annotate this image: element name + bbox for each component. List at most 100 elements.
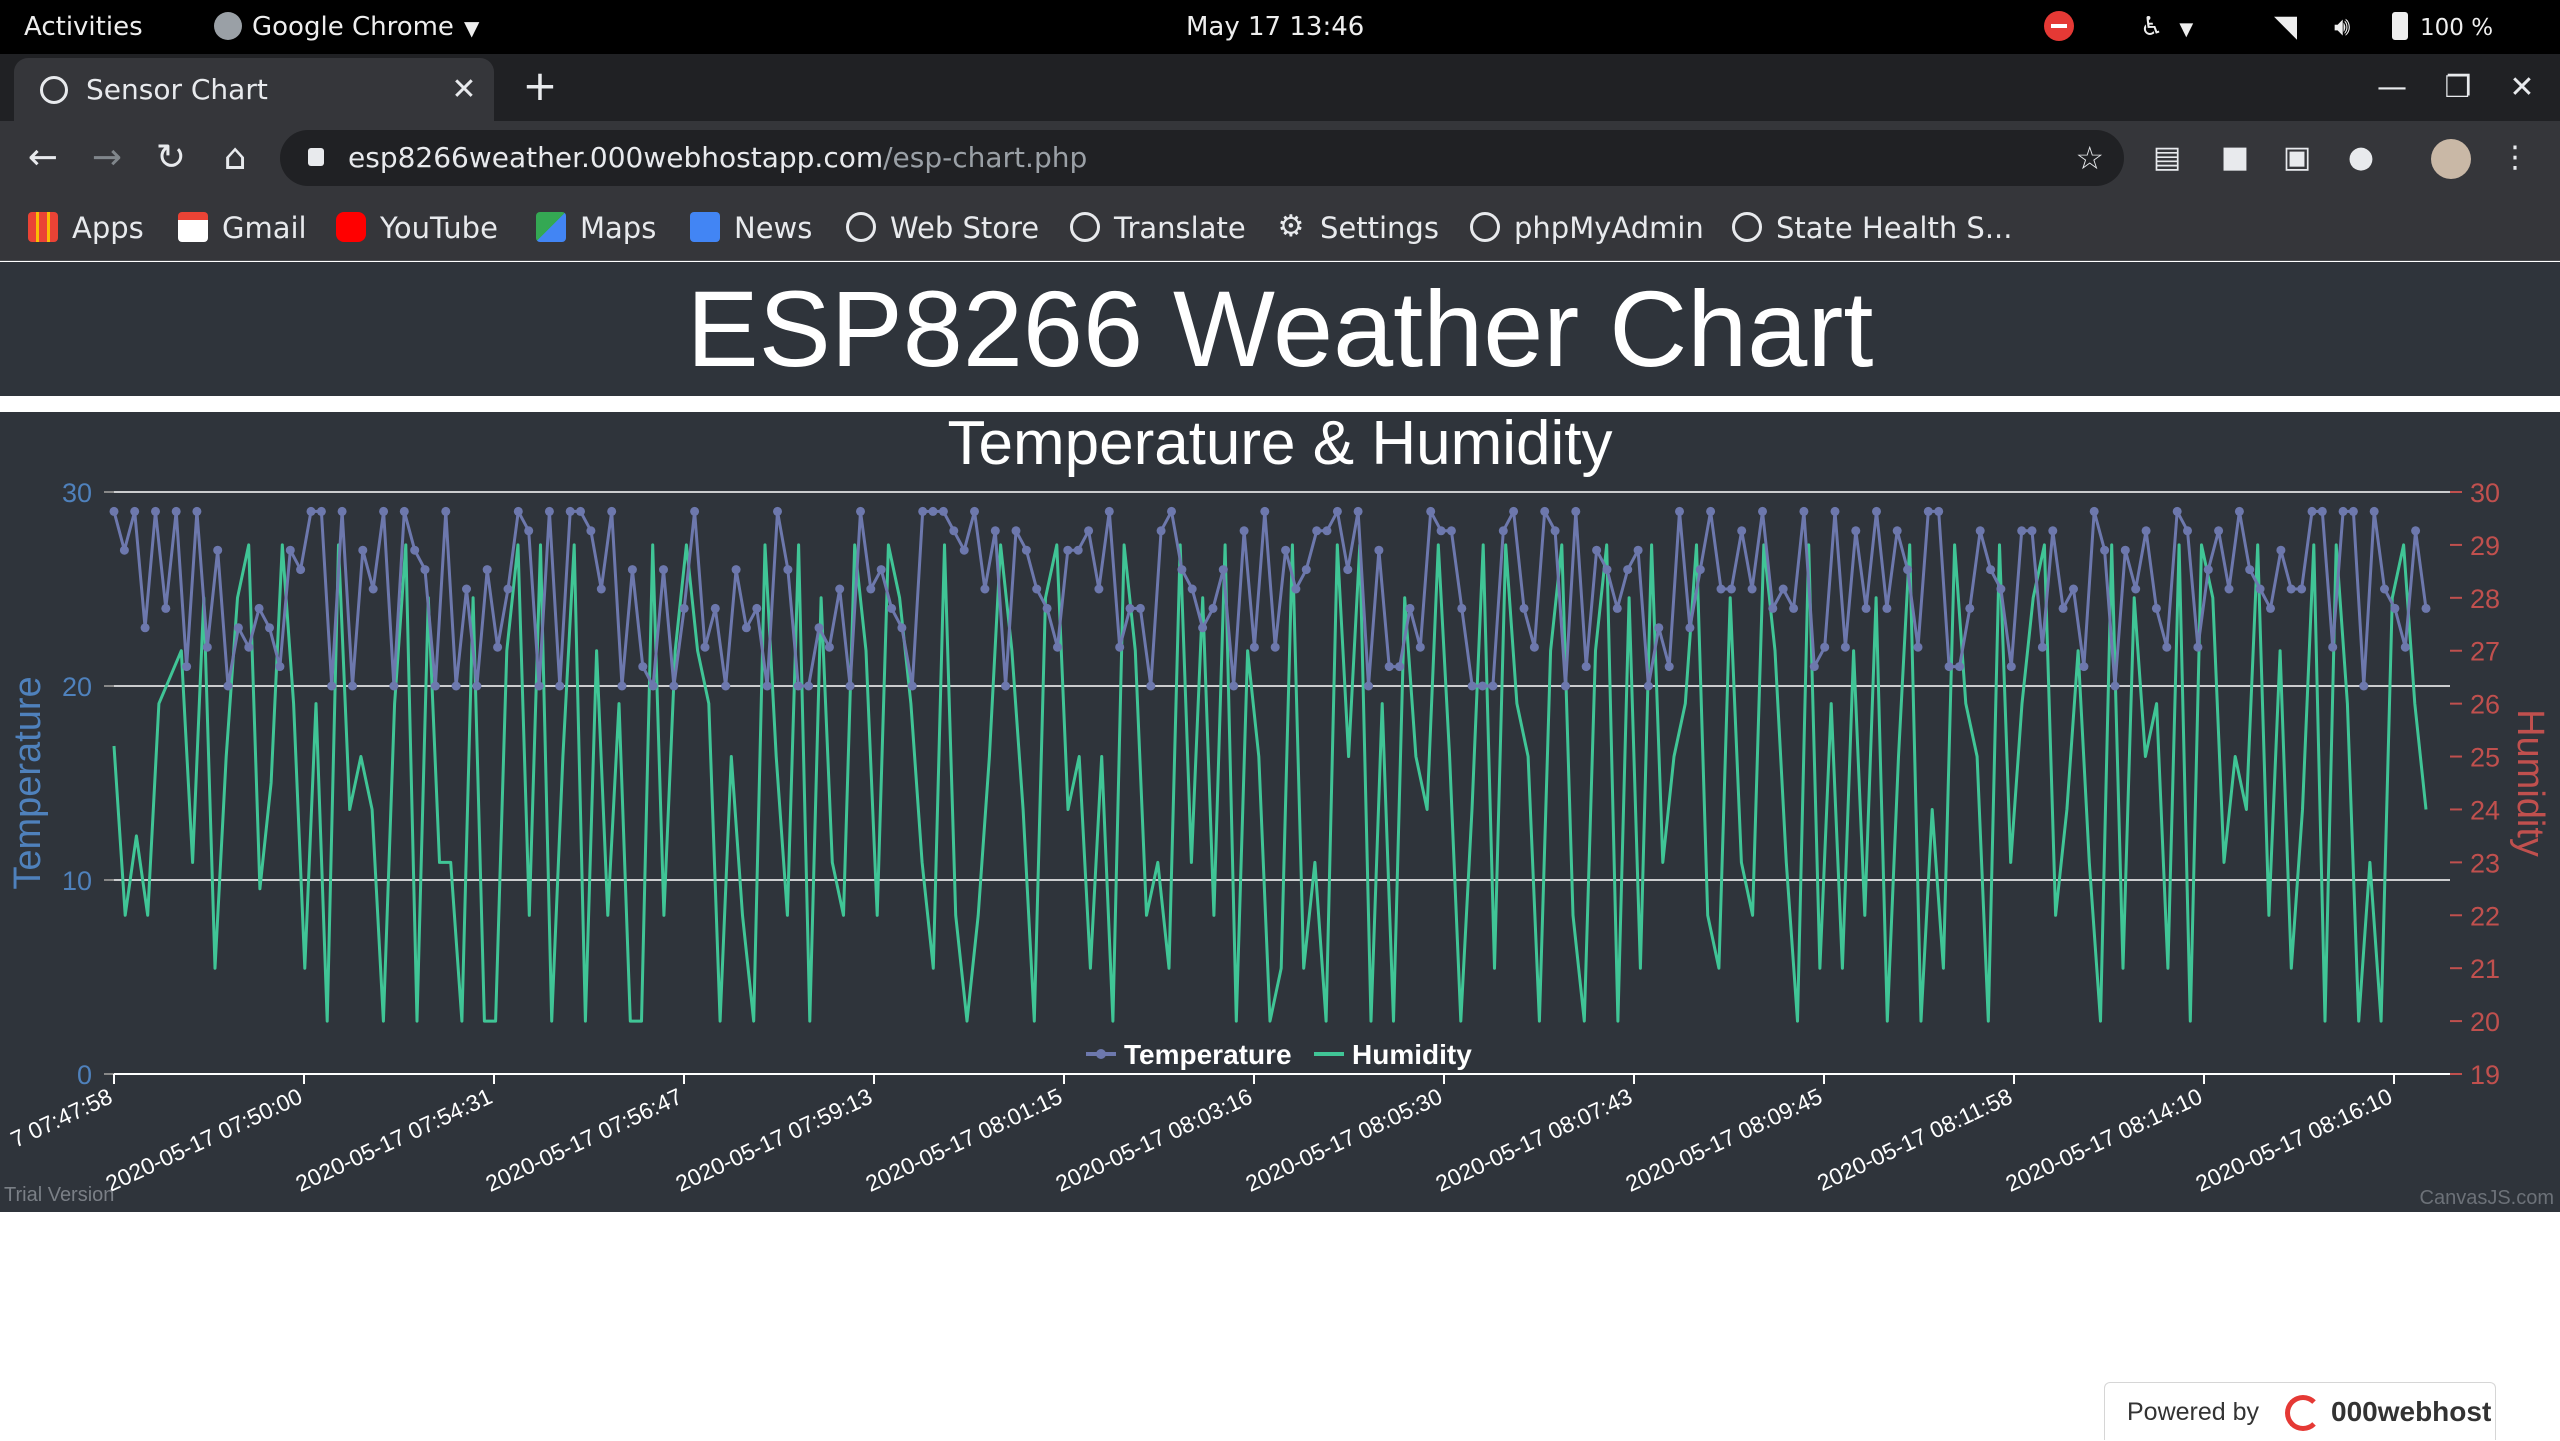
- bookmark-star-icon[interactable]: ☆: [2075, 139, 2104, 177]
- temperature-point[interactable]: [1104, 506, 1114, 516]
- temperature-point[interactable]: [2245, 565, 2255, 575]
- temperature-point[interactable]: [1042, 603, 1052, 613]
- reload-icon[interactable]: ↻: [155, 137, 187, 178]
- temperature-point[interactable]: [576, 506, 585, 516]
- app-menu[interactable]: Google Chrome ▼: [214, 0, 479, 54]
- home-icon[interactable]: ⌂: [223, 137, 247, 178]
- address-bar[interactable]: esp8266weather.000webhostapp.com/esp-cha…: [280, 130, 2124, 186]
- temperature-point[interactable]: [503, 584, 513, 594]
- temperature-point[interactable]: [1913, 642, 1923, 652]
- temperature-point[interactable]: [721, 681, 731, 691]
- temperature-point[interactable]: [130, 506, 140, 516]
- temperature-point[interactable]: [451, 681, 461, 691]
- temperature-point[interactable]: [2276, 545, 2286, 555]
- temperature-point[interactable]: [2307, 506, 2317, 516]
- temperature-point[interactable]: [1861, 603, 1871, 613]
- temperature-point[interactable]: [368, 584, 378, 594]
- temperature-point[interactable]: [669, 681, 679, 691]
- temperature-point[interactable]: [1011, 526, 1021, 536]
- temperature-point[interactable]: [1726, 584, 1736, 594]
- temperature-point[interactable]: [876, 565, 886, 575]
- powered-by-badge[interactable]: Powered by 000webhost: [2104, 1382, 2496, 1440]
- temperature-point[interactable]: [970, 506, 979, 516]
- temperature-point[interactable]: [2017, 526, 2027, 536]
- temperature-point[interactable]: [1291, 584, 1301, 594]
- temperature-point[interactable]: [410, 545, 420, 555]
- temperature-point[interactable]: [1737, 526, 1747, 536]
- temperature-point[interactable]: [586, 526, 596, 536]
- temperature-point[interactable]: [1571, 506, 1581, 516]
- temperature-point[interactable]: [441, 506, 451, 516]
- temperature-point[interactable]: [731, 565, 741, 575]
- temperature-point[interactable]: [1840, 642, 1850, 652]
- temperature-point[interactable]: [2255, 584, 2265, 594]
- temperature-point[interactable]: [804, 681, 814, 691]
- temperature-point[interactable]: [659, 565, 668, 575]
- temperature-point[interactable]: [1021, 545, 1031, 555]
- temperature-point[interactable]: [2069, 584, 2078, 594]
- temperature-point[interactable]: [1436, 526, 1446, 536]
- volume-icon[interactable]: 🔊︎: [2334, 12, 2351, 42]
- temperature-point[interactable]: [565, 506, 575, 516]
- temperature-point[interactable]: [938, 506, 948, 516]
- temperature-point[interactable]: [959, 545, 969, 555]
- temperature-point[interactable]: [2193, 642, 2203, 652]
- temperature-point[interactable]: [856, 506, 865, 516]
- temperature-point[interactable]: [1903, 565, 1913, 575]
- temperature-point[interactable]: [1001, 681, 1011, 691]
- temperature-point[interactable]: [1260, 506, 1270, 516]
- temperature-point[interactable]: [1094, 584, 1104, 594]
- extension-icon[interactable]: ▤: [2152, 140, 2182, 175]
- temperature-point[interactable]: [1239, 526, 1249, 536]
- temperature-point[interactable]: [2411, 526, 2421, 536]
- temperature-point[interactable]: [555, 681, 565, 691]
- temperature-point[interactable]: [544, 506, 554, 516]
- more-menu-icon[interactable]: ⋮: [2500, 140, 2530, 175]
- temperature-point[interactable]: [793, 681, 803, 691]
- temperature-point[interactable]: [2359, 681, 2369, 691]
- bookmark-settings[interactable]: ⚙ Settings: [1276, 195, 1439, 261]
- temperature-point[interactable]: [2110, 681, 2120, 691]
- battery-indicator[interactable]: 100 %: [2392, 0, 2493, 54]
- do-not-disturb-icon[interactable]: [2044, 0, 2074, 54]
- temperature-point[interactable]: [1747, 584, 1757, 594]
- temperature-point[interactable]: [845, 681, 855, 691]
- temperature-point[interactable]: [1488, 681, 1498, 691]
- temperature-point[interactable]: [358, 545, 368, 555]
- legend-temperature-label[interactable]: Temperature: [1124, 1039, 1292, 1070]
- temperature-point[interactable]: [1198, 623, 1208, 633]
- temperature-point[interactable]: [2006, 662, 2016, 672]
- temperature-point[interactable]: [607, 506, 617, 516]
- temperature-point[interactable]: [348, 681, 357, 691]
- temperature-point[interactable]: [1208, 603, 1218, 613]
- bookmark-news[interactable]: News: [690, 195, 812, 261]
- temperature-point[interactable]: [2037, 642, 2047, 652]
- temperature-point[interactable]: [2234, 506, 2244, 516]
- bookmark-gmail[interactable]: Gmail: [178, 195, 307, 261]
- temperature-point[interactable]: [918, 506, 928, 516]
- temperature-humidity-chart[interactable]: Temperature & Humidity 0 10 20 30 19 20 21 22 23 2…: [0, 412, 2560, 1212]
- temperature-point[interactable]: [1975, 526, 1985, 536]
- temperature-point[interactable]: [980, 584, 990, 594]
- temperature-point[interactable]: [1405, 603, 1415, 613]
- bookmark-state-health[interactable]: State Health S...: [1732, 195, 2013, 261]
- temperature-point[interactable]: [213, 545, 223, 555]
- temperature-point[interactable]: [244, 642, 254, 652]
- temperature-point[interactable]: [1270, 642, 1280, 652]
- temperature-point[interactable]: [2266, 603, 2275, 613]
- temperature-point[interactable]: [1063, 545, 1073, 555]
- temperature-point[interactable]: [1218, 565, 1228, 575]
- temperature-point[interactable]: [1478, 681, 1487, 691]
- temperature-point[interactable]: [202, 642, 212, 652]
- temperature-point[interactable]: [1125, 603, 1135, 613]
- temperature-point[interactable]: [513, 506, 523, 516]
- temperature-point[interactable]: [1509, 506, 1519, 516]
- temperature-point[interactable]: [119, 545, 129, 555]
- bookmark-phpmyadmin[interactable]: phpMyAdmin: [1470, 195, 1704, 261]
- temperature-point[interactable]: [2203, 565, 2213, 575]
- temperature-point[interactable]: [389, 681, 399, 691]
- temperature-point[interactable]: [1156, 526, 1166, 536]
- temperature-point[interactable]: [1519, 603, 1529, 613]
- temperature-point[interactable]: [1758, 506, 1767, 516]
- temperature-point[interactable]: [710, 603, 720, 613]
